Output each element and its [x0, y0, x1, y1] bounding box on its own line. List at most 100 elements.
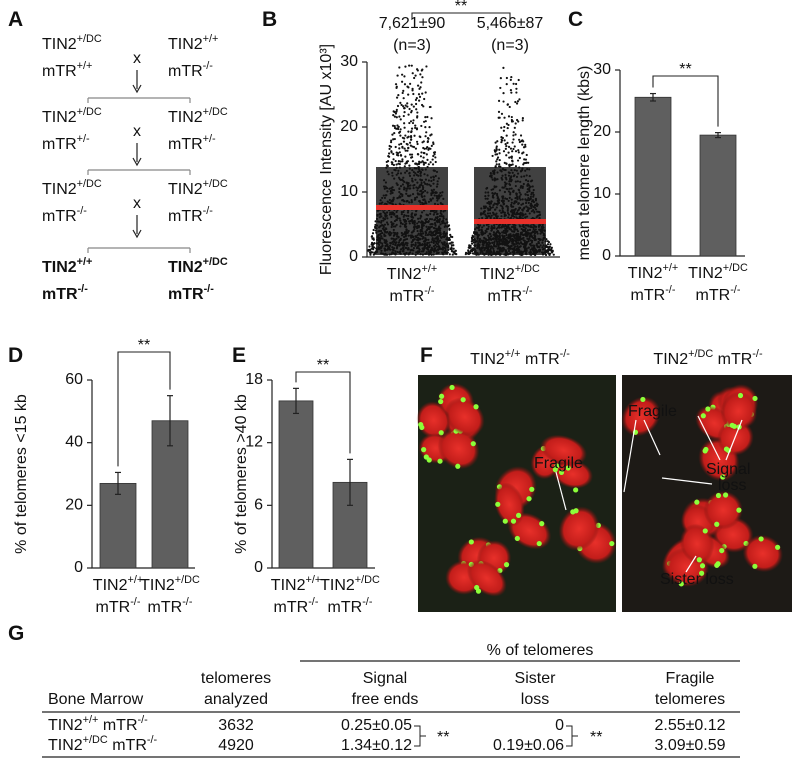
significance-bracket: [652, 75, 719, 127]
swarm-dot: [546, 240, 549, 243]
y-tick-label: 18: [245, 371, 263, 388]
swarm-dot: [414, 102, 418, 106]
swarm-dot: [417, 93, 421, 96]
swarm-dot: [390, 150, 393, 153]
swarm-dot: [425, 65, 428, 68]
swarm-dot: [505, 154, 508, 157]
swarm-dot: [403, 83, 407, 86]
telomere-signal: [729, 422, 735, 428]
x-tick-label: mTR-/-: [488, 285, 533, 305]
swarm-dot: [414, 98, 418, 102]
swarm-dot: [515, 87, 518, 90]
x-tick-label: mTR-/-: [274, 596, 319, 616]
chromosome: [540, 434, 588, 466]
swarm-dot: [498, 163, 501, 166]
swarm-dot: [415, 96, 418, 100]
swarm-dot: [391, 124, 395, 127]
swarm-dot: [403, 126, 406, 129]
column-header: Fragile: [666, 670, 715, 687]
cross-symbol: x: [133, 50, 141, 67]
x-tick-label: TIN2+/+: [271, 574, 321, 594]
swarm-dot: [410, 130, 413, 134]
y-axis-label: Fluorescence Intensity [AU x10³]: [318, 44, 335, 275]
swarm-dot: [510, 75, 513, 79]
swarm-dot: [507, 115, 511, 118]
swarm-dot: [425, 147, 428, 150]
swarm-dot: [503, 139, 506, 142]
swarm-dot: [521, 116, 524, 120]
chromosome: [558, 506, 600, 551]
swarm-dot: [395, 163, 398, 166]
genotype: mTR-/-: [168, 60, 213, 80]
swarm-dot: [403, 165, 406, 168]
swarm-dot: [398, 163, 401, 166]
telomere-signal: [714, 562, 720, 568]
genotype: mTR+/-: [168, 133, 216, 153]
telomere-signal: [510, 518, 517, 524]
swarm-dot: [392, 110, 395, 113]
swarm-dot: [385, 160, 388, 164]
swarm-dot: [401, 136, 404, 139]
swarm-dot: [403, 75, 406, 78]
swarm-dot: [390, 139, 393, 142]
telomere-signal: [470, 441, 476, 447]
swarm-dot: [410, 156, 413, 159]
telomere-signal: [475, 588, 482, 594]
y-tick-label: 60: [65, 371, 83, 388]
swarm-dot: [402, 89, 405, 92]
swarm-dot: [417, 162, 421, 166]
telomere-signal: [715, 492, 722, 499]
swarm-dot: [433, 153, 436, 156]
swarm-dot: [396, 74, 399, 77]
swarm-dot: [500, 126, 503, 129]
swarm-dot: [512, 147, 515, 151]
swarm-dot: [513, 126, 516, 129]
swarm-dot: [394, 145, 397, 149]
telomere-signal: [703, 446, 709, 453]
swarm-dot: [494, 153, 497, 156]
n-label: (n=3): [491, 37, 529, 54]
swarm-dot: [430, 117, 433, 120]
column-header: Sister: [515, 670, 557, 687]
swarm-dot: [424, 135, 427, 138]
genotype: TIN2+/DC: [42, 178, 102, 198]
y-tick-label: 30: [593, 61, 611, 78]
swarm-dot: [517, 149, 520, 152]
swarm-dot: [399, 134, 402, 137]
error-bar: [115, 471, 121, 495]
swarm-dot: [421, 92, 424, 95]
telomere-signal: [565, 465, 571, 471]
swarm-dot: [424, 120, 427, 123]
swarm-dot: [420, 81, 423, 84]
swarm-dot: [418, 160, 421, 163]
swarm-dot: [426, 158, 429, 161]
swarm-dot: [451, 253, 454, 256]
table-cell: 3632: [218, 717, 254, 734]
annotation-line: [661, 477, 713, 485]
swarm-dot: [396, 104, 400, 108]
swarm-dot: [397, 94, 400, 97]
swarm-dot: [491, 154, 494, 158]
swarm-dot: [505, 83, 508, 86]
swarm-dot: [518, 156, 521, 160]
image-title: TIN2+/DC mTR-/-: [653, 348, 763, 368]
telomere-signal: [514, 535, 520, 542]
y-tick-label: 40: [65, 434, 83, 451]
error-bar: [650, 92, 656, 102]
swarm-dot: [427, 163, 430, 166]
swarm-dot: [369, 253, 372, 256]
swarm-dot: [512, 134, 515, 137]
swarm-dot: [416, 142, 419, 146]
swarm-dot: [503, 161, 506, 164]
swarm-dot: [392, 138, 395, 141]
swarm-dot: [521, 119, 524, 122]
swarm-dot: [410, 136, 413, 139]
swarm-dot: [411, 87, 414, 90]
swarm-dot: [398, 151, 401, 154]
genotype: TIN2+/+: [42, 256, 92, 276]
swarm-dot: [522, 146, 526, 149]
swarm-dot: [403, 122, 406, 125]
swarm-dot: [402, 140, 406, 143]
swarm-dot: [389, 141, 393, 144]
swarm-dot: [448, 228, 451, 231]
